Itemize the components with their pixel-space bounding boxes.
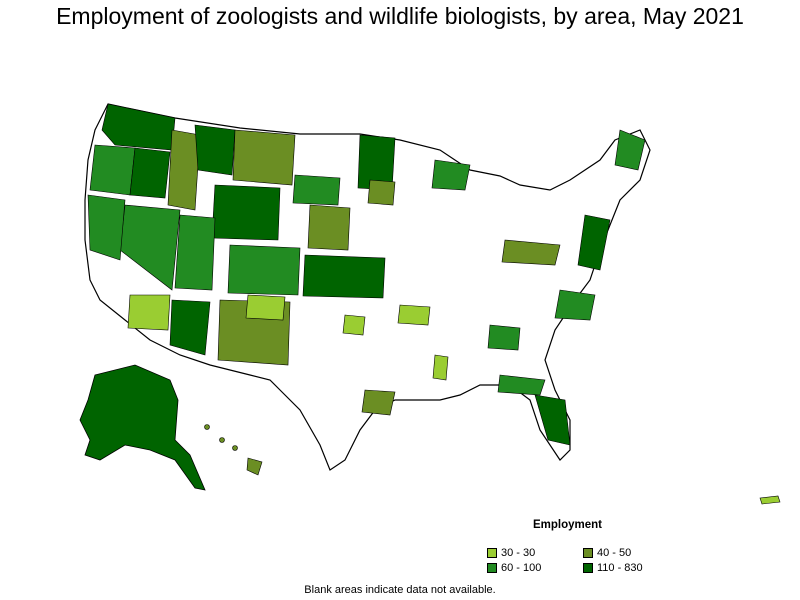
map-regions [87, 103, 646, 446]
legend-item: 40 - 50 [583, 547, 631, 559]
region-ohio [501, 239, 561, 266]
region-michigan [431, 159, 471, 191]
region-oregon-east [129, 147, 171, 199]
region-wisconsin [367, 179, 396, 206]
legend-label: 110 - 830 [597, 562, 643, 574]
legend-item: 30 - 30 [487, 547, 535, 559]
legend-item: 110 - 830 [583, 562, 643, 574]
legend-label: 40 - 50 [597, 547, 632, 559]
region-puerto-rico [759, 495, 781, 505]
region-colorado [227, 244, 301, 296]
region-south-dakota [307, 204, 351, 251]
region-montana-west [194, 124, 236, 176]
region-georgia-coast [497, 374, 546, 396]
region-texas-coast [361, 389, 396, 416]
region-virginia [554, 289, 596, 321]
region-florida [534, 394, 571, 446]
region-montana-east [232, 129, 296, 186]
region-kentucky [487, 324, 521, 351]
legend-label: 60 - 100 [501, 562, 542, 574]
legend-item: 60 - 100 [487, 562, 541, 574]
legend-swatch [487, 548, 497, 558]
region-maine [614, 129, 646, 171]
region-hawaii [204, 424, 263, 476]
region-utah [174, 214, 216, 291]
legend-title: Employment [533, 519, 603, 531]
region-washington [101, 103, 176, 151]
footnote: Blank areas indicate data not available. [304, 584, 496, 596]
region-arizona-east [169, 299, 211, 356]
region-arkansas [397, 304, 431, 326]
legend-label: 30 - 30 [501, 547, 536, 559]
region-oregon-west [89, 144, 136, 196]
region-nm-north [245, 294, 286, 321]
legend-swatch [583, 548, 593, 558]
region-wyoming [211, 184, 281, 241]
region-oklahoma [342, 314, 366, 336]
region-kansas [302, 254, 386, 299]
region-idaho [167, 129, 201, 211]
region-north-dakota [292, 174, 341, 206]
map-title: Employment of zoologists and wildlife bi… [56, 3, 744, 29]
region-mississippi [432, 354, 449, 381]
region-arizona [127, 294, 171, 331]
region-northeast-corridor [577, 214, 611, 271]
region-california-north [87, 194, 126, 261]
legend-swatch [487, 563, 497, 573]
region-alaska [79, 364, 206, 491]
legend-swatch [583, 563, 593, 573]
